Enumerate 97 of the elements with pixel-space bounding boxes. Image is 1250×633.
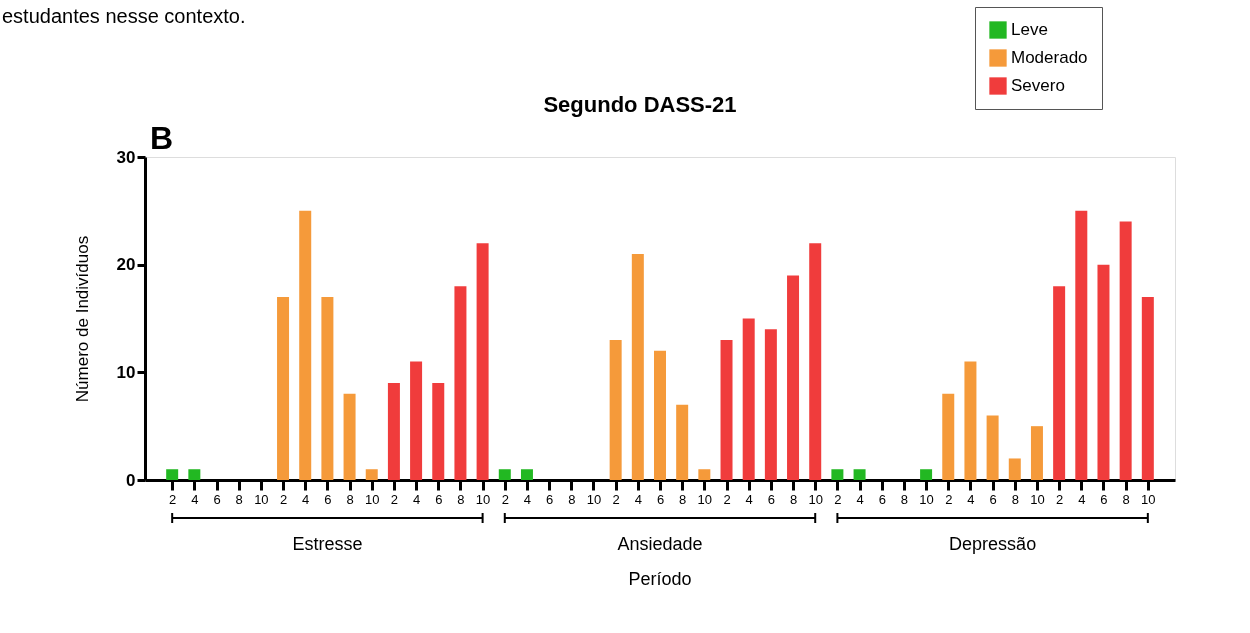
y-tick-label: 10 — [116, 362, 136, 382]
x-tick-label: 10 — [475, 491, 491, 507]
chart-title: Segundo DASS-21 — [543, 92, 737, 117]
bar — [498, 469, 511, 480]
y-tick-label: 30 — [116, 147, 136, 167]
bar — [654, 350, 666, 480]
x-tick-label: 8 — [1122, 491, 1130, 507]
legend-label: Severo — [1011, 76, 1065, 95]
x-tick-label: 10 — [1141, 491, 1156, 507]
x-tick-label: 2 — [390, 491, 399, 507]
x-tick-label: 8 — [235, 491, 243, 507]
legend-label: Moderado — [1011, 48, 1088, 67]
x-tick-label: 8 — [679, 491, 687, 507]
x-tick-label: 10 — [919, 491, 934, 507]
x-tick-label: 10 — [808, 491, 823, 507]
x-tick-label: 4 — [856, 491, 864, 507]
x-tick-label: 2 — [501, 491, 509, 507]
bar — [1075, 210, 1088, 480]
bar — [609, 340, 622, 480]
x-tick-label: 2 — [612, 491, 620, 507]
bar — [853, 469, 866, 480]
bar — [1008, 458, 1021, 480]
x-tick-label: 4 — [745, 491, 753, 507]
bar — [454, 286, 467, 480]
legend-label: Leve — [1011, 20, 1048, 39]
bar — [986, 415, 999, 480]
bar — [964, 361, 977, 480]
bar — [299, 210, 312, 480]
bar — [166, 469, 179, 480]
x-tick-label: 6 — [213, 491, 221, 507]
text: Ansiedade — [617, 534, 703, 554]
x-tick-label: 8 — [457, 491, 465, 507]
x-tick-label: 6 — [324, 491, 332, 507]
bar — [831, 469, 844, 480]
x-tick-label: 6 — [989, 491, 997, 507]
x-tick-label: 2 — [723, 491, 731, 507]
x-tick-label: 8 — [346, 491, 354, 507]
y-axis-title: Número de Indivíduos — [72, 235, 92, 403]
bar — [343, 393, 356, 480]
bar — [1119, 221, 1132, 480]
x-tick-label: 10 — [254, 491, 269, 507]
x-tick-label: 6 — [1100, 491, 1108, 507]
bar — [1097, 264, 1110, 480]
bar — [698, 469, 711, 480]
x-tick-label: 10 — [1030, 491, 1045, 507]
x-tick-label: 10 — [697, 491, 713, 507]
bar — [321, 296, 334, 480]
bar — [809, 243, 822, 480]
y-tick-label: 0 — [126, 470, 136, 490]
x-axis-title: Período — [628, 569, 692, 589]
bar — [742, 318, 755, 480]
x-tick-label: 8 — [1011, 491, 1019, 507]
x-tick-label: 6 — [767, 491, 775, 507]
bar — [387, 383, 400, 480]
x-tick-label: 2 — [1056, 491, 1064, 507]
text: estudantes nesse contexto. — [2, 5, 246, 27]
x-tick-label: 4 — [302, 491, 310, 507]
x-tick-label: 4 — [1078, 491, 1086, 507]
x-tick-label: 4 — [967, 491, 975, 507]
x-tick-label: 2 — [834, 491, 842, 507]
bar — [787, 275, 800, 480]
bar — [1053, 286, 1066, 480]
bar — [1141, 296, 1154, 480]
x-tick-label: 2 — [279, 491, 288, 507]
bar — [410, 361, 423, 480]
bar — [920, 469, 933, 480]
bar — [942, 393, 955, 480]
bar — [631, 253, 644, 480]
bar — [277, 296, 290, 480]
x-tick-label: 10 — [586, 491, 602, 507]
text: B — [150, 120, 174, 156]
x-tick-label: 6 — [435, 491, 443, 507]
x-tick-label: 4 — [634, 491, 642, 507]
x-tick-label: 10 — [365, 491, 380, 507]
bar — [365, 469, 378, 480]
bar — [764, 329, 777, 480]
bar — [676, 404, 689, 480]
bar — [476, 243, 489, 480]
x-tick-label: 4 — [412, 491, 421, 507]
y-tick-label: 20 — [116, 255, 136, 275]
x-tick-label: 4 — [191, 491, 199, 507]
x-tick-label: 8 — [568, 491, 576, 507]
x-tick-label: 6 — [878, 491, 886, 507]
x-tick-label: 6 — [546, 491, 554, 507]
bar — [720, 340, 733, 480]
x-tick-label: 4 — [523, 491, 532, 507]
x-tick-label: 8 — [789, 491, 798, 507]
text: Depressão — [949, 534, 1037, 554]
x-tick-label: 2 — [945, 491, 953, 507]
bar — [1030, 426, 1043, 480]
text: Estresse — [292, 534, 363, 554]
bar — [188, 469, 201, 480]
bar — [520, 469, 533, 480]
x-tick-label: 8 — [900, 491, 909, 507]
x-tick-label: 2 — [169, 491, 177, 507]
bar — [432, 383, 445, 480]
x-tick-label: 6 — [656, 491, 665, 507]
